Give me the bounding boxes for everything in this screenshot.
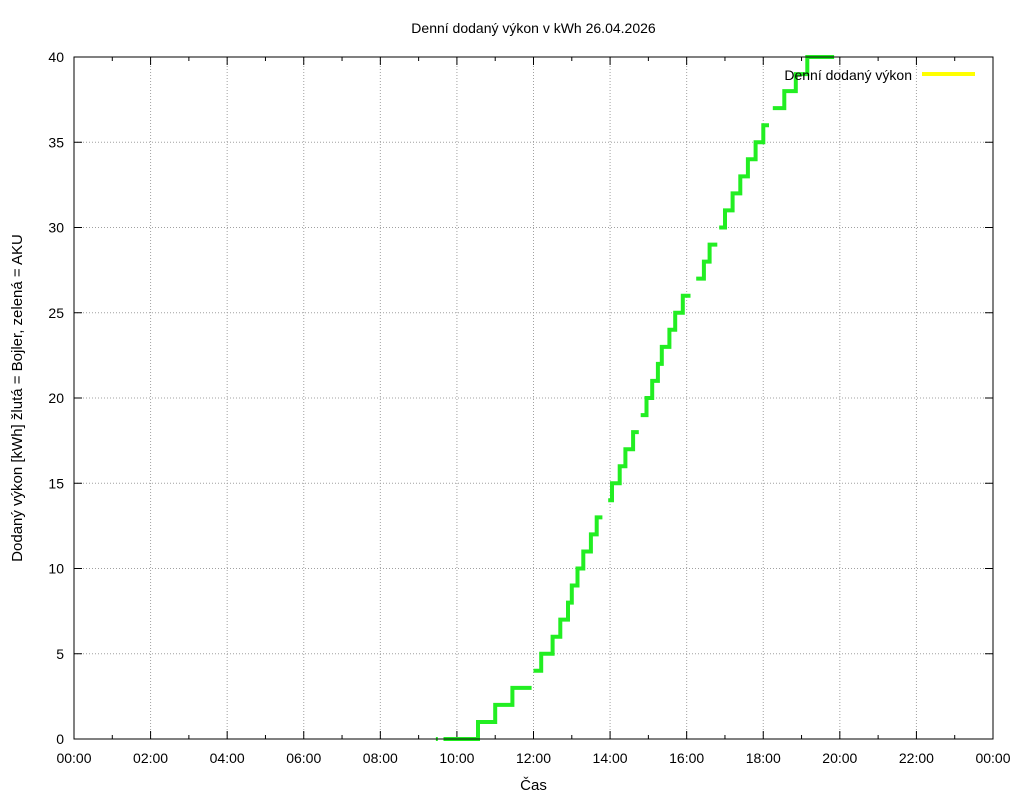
y-tick-labels: 0 5 10 15 20 25 30 35 40 — [48, 49, 64, 747]
series-line-segment — [533, 515, 603, 673]
y-tick-label: 35 — [48, 134, 64, 150]
x-tick-label: 20:00 — [822, 750, 857, 766]
x-tick-label: 08:00 — [363, 750, 398, 766]
legend-label: Denní dodaný výkon — [784, 67, 912, 83]
legend: Denní dodaný výkon — [784, 67, 975, 83]
y-axis-title: Dodaný výkon [kWh] žlutá = Bojler, zelen… — [9, 234, 26, 562]
x-tick-label: 18:00 — [746, 750, 781, 766]
series-line-segment — [719, 123, 769, 230]
grid — [74, 57, 993, 739]
series-line-segment — [772, 55, 835, 111]
x-tick-label: 02:00 — [133, 750, 168, 766]
y-tick-label: 0 — [56, 731, 64, 747]
y-tick-label: 30 — [48, 220, 64, 236]
plot-border — [73, 56, 994, 740]
x-tick-label: 22:00 — [899, 750, 934, 766]
x-tick-label: 04:00 — [210, 750, 245, 766]
y-tick-label: 5 — [56, 646, 64, 662]
y-tick-label: 20 — [48, 390, 64, 406]
y-tick-label: 15 — [48, 475, 64, 491]
x-tick-label: 14:00 — [593, 750, 628, 766]
x-tick-label: 00:00 — [975, 750, 1010, 766]
chart-title: Denní dodaný výkon v kWh 26.04.2026 — [411, 20, 656, 36]
series-1 — [435, 55, 835, 741]
x-axis-title: Čas — [520, 777, 547, 794]
series-line-segment — [640, 293, 691, 418]
x-tick-labels: 00:00 02:00 04:00 06:00 08:00 10:00 12:00 14:00… — [56, 750, 1010, 766]
y-tick-label: 25 — [48, 305, 64, 321]
y-tick-label: 10 — [48, 561, 64, 577]
series-line-segment — [696, 242, 718, 281]
series-line-segment — [608, 430, 639, 503]
x-tick-label: 16:00 — [669, 750, 704, 766]
x-tick-label: 06:00 — [286, 750, 321, 766]
x-tick-label: 00:00 — [56, 750, 91, 766]
x-tick-label: 10:00 — [439, 750, 474, 766]
x-tick-label: 12:00 — [516, 750, 551, 766]
series-line-segment — [443, 685, 532, 741]
y-tick-label: 40 — [48, 49, 64, 65]
series-layer — [435, 55, 835, 741]
